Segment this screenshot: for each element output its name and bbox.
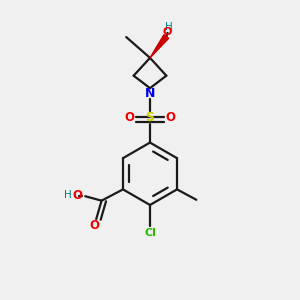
Text: H: H	[165, 22, 172, 32]
Polygon shape	[150, 35, 169, 58]
Text: O: O	[124, 111, 134, 124]
Text: S: S	[146, 111, 154, 124]
Text: O: O	[72, 188, 82, 202]
Text: N: N	[145, 87, 155, 100]
Text: Cl: Cl	[144, 228, 156, 238]
Text: O: O	[90, 219, 100, 232]
Text: H: H	[64, 190, 71, 200]
Text: O: O	[166, 111, 176, 124]
Text: O: O	[162, 27, 172, 37]
